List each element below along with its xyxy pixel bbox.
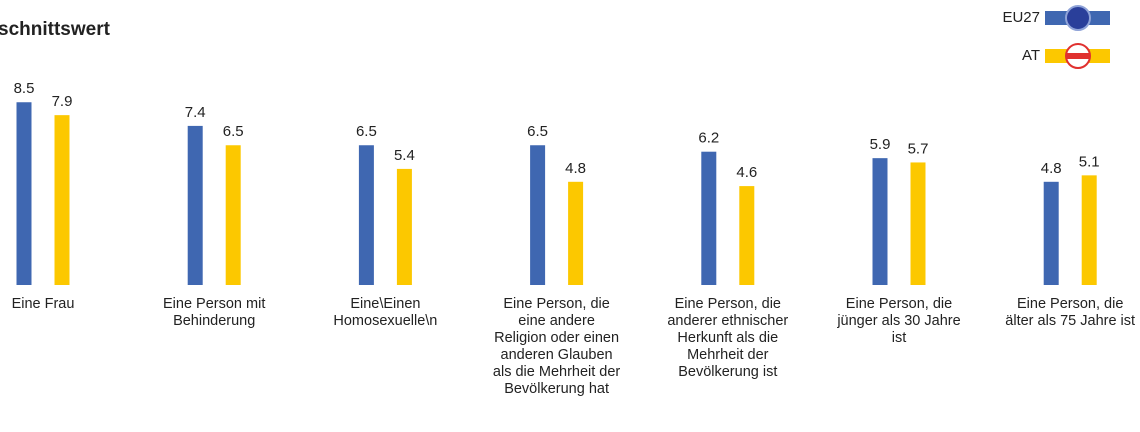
bar (910, 162, 926, 285)
value-label: 5.1 (1079, 153, 1100, 170)
bar (187, 125, 203, 286)
bar (54, 115, 70, 286)
category-label: Eine Person mit Behinderung (163, 296, 266, 329)
category-label: Eine Person, die älter als 75 Jahre ist (1005, 296, 1136, 329)
bar (358, 145, 374, 285)
value-label: 4.8 (565, 160, 586, 177)
legend-label: AT (1022, 47, 1040, 64)
value-label: 5.7 (908, 140, 929, 157)
value-label: 5.9 (870, 136, 891, 153)
legend-label: EU27 (1002, 9, 1040, 26)
legend-flag (1065, 5, 1091, 31)
category-label: Eine Person, die anderer ethnischer Herk… (667, 296, 789, 380)
bar (225, 145, 241, 285)
bar (701, 151, 717, 285)
bar (739, 186, 755, 285)
bar (16, 102, 32, 285)
legend-flag-band (1066, 53, 1090, 59)
value-label: 5.4 (394, 147, 415, 164)
bar (872, 158, 888, 285)
bar (396, 168, 412, 285)
bar (530, 145, 546, 285)
value-label: 8.5 (14, 80, 35, 97)
category-label: Eine Frau (11, 296, 75, 312)
bar (568, 181, 584, 285)
value-label: 4.6 (736, 164, 757, 181)
bar (1043, 181, 1059, 285)
value-label: 4.8 (1041, 160, 1062, 177)
value-label: 6.5 (223, 123, 244, 140)
category-label: Eine Person, die jünger als 30 Jahre ist (837, 296, 961, 346)
value-label: 6.5 (527, 123, 548, 140)
value-label: 7.9 (52, 93, 73, 110)
chart-title: schnittswert (0, 19, 111, 40)
category-label: Eine Person, die eine andere Religion od… (492, 296, 621, 397)
value-label: 7.4 (185, 104, 206, 121)
bar (1081, 175, 1097, 285)
category-label: Eine\Einen Homosexuelle\n (333, 296, 438, 329)
value-label: 6.2 (698, 130, 719, 147)
value-label: 6.5 (356, 123, 377, 140)
